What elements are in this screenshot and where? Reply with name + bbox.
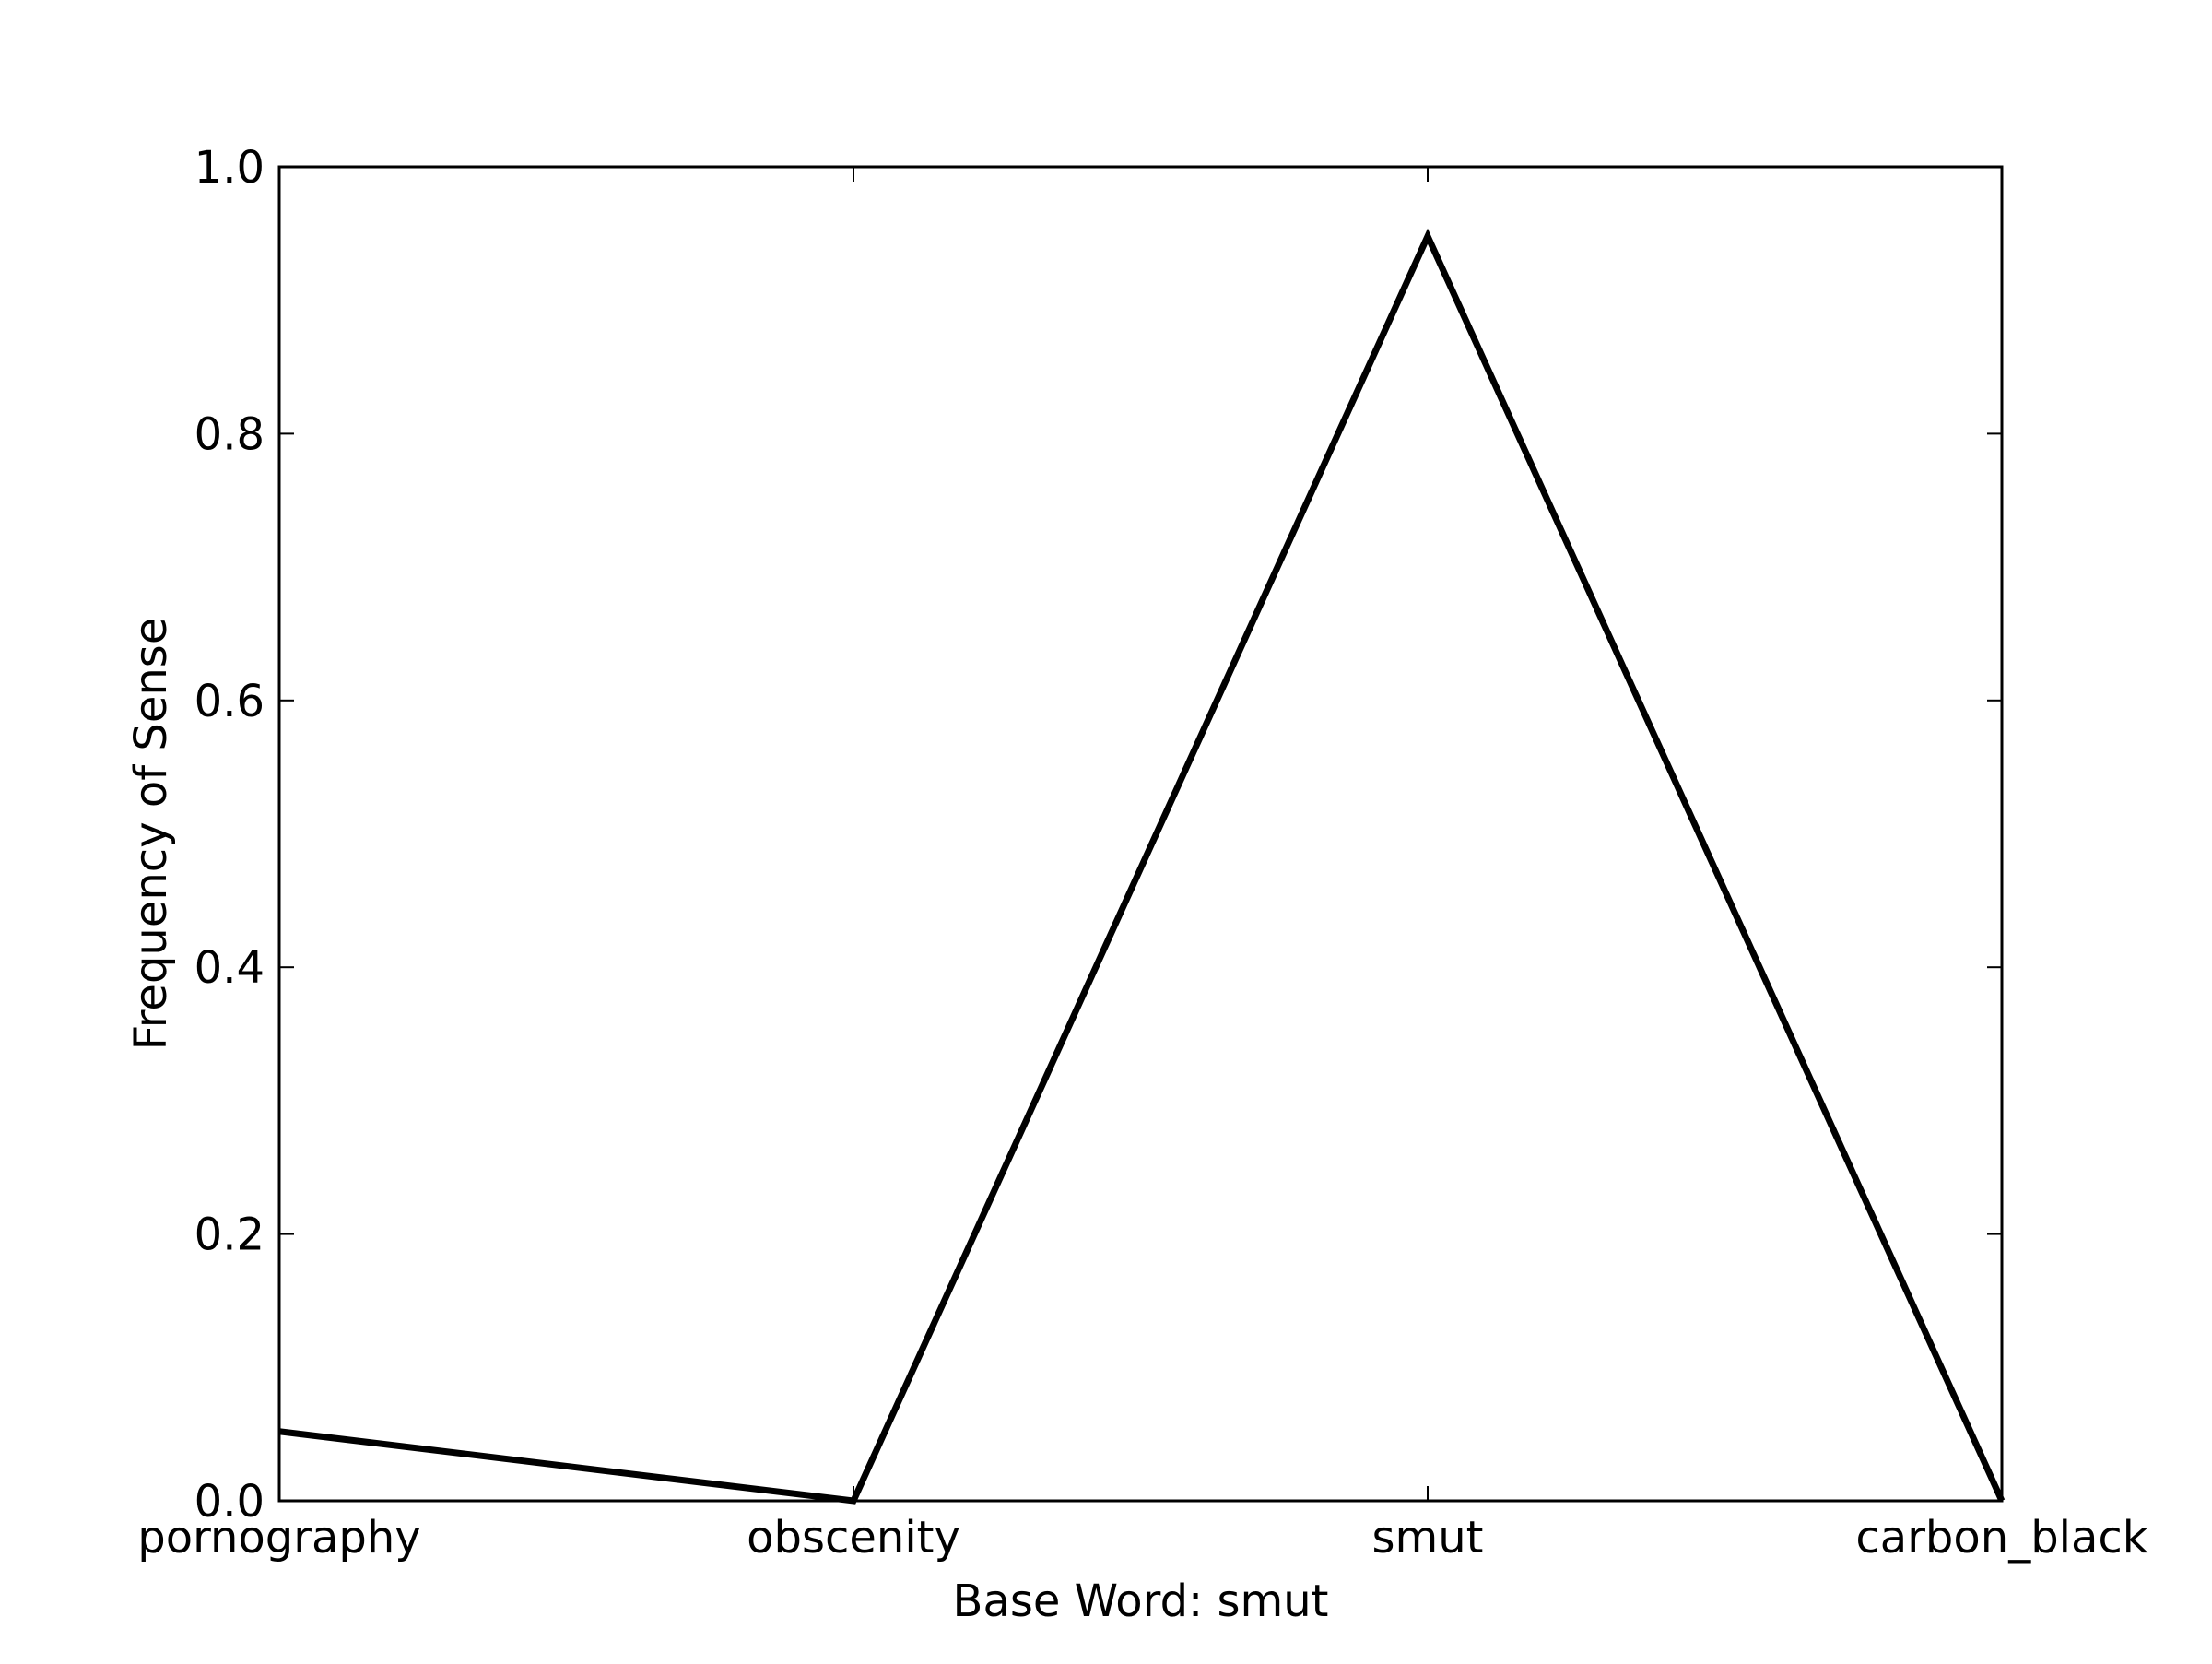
series-layer [279,236,2002,1501]
x-tick-label: carbon_black [1855,1512,2147,1564]
y-axis-label: Frequency of Sense [125,618,177,1051]
x-tick-label: obscenity [747,1512,960,1564]
series-line [279,236,2002,1501]
plot-frame [279,167,2002,1501]
y-tick-label: 0.8 [194,408,265,460]
ticks-layer [279,167,2002,1501]
y-tick-label: 0.6 [194,676,265,727]
x-tick-label: pornography [137,1512,420,1564]
y-tick-label: 0.2 [194,1210,265,1261]
y-tick-label: 0.4 [194,942,265,994]
x-axis-label: Base Word: smut [953,1575,1329,1627]
y-tick-label: 1.0 [194,142,265,194]
x-tick-label: smut [1371,1512,1483,1564]
